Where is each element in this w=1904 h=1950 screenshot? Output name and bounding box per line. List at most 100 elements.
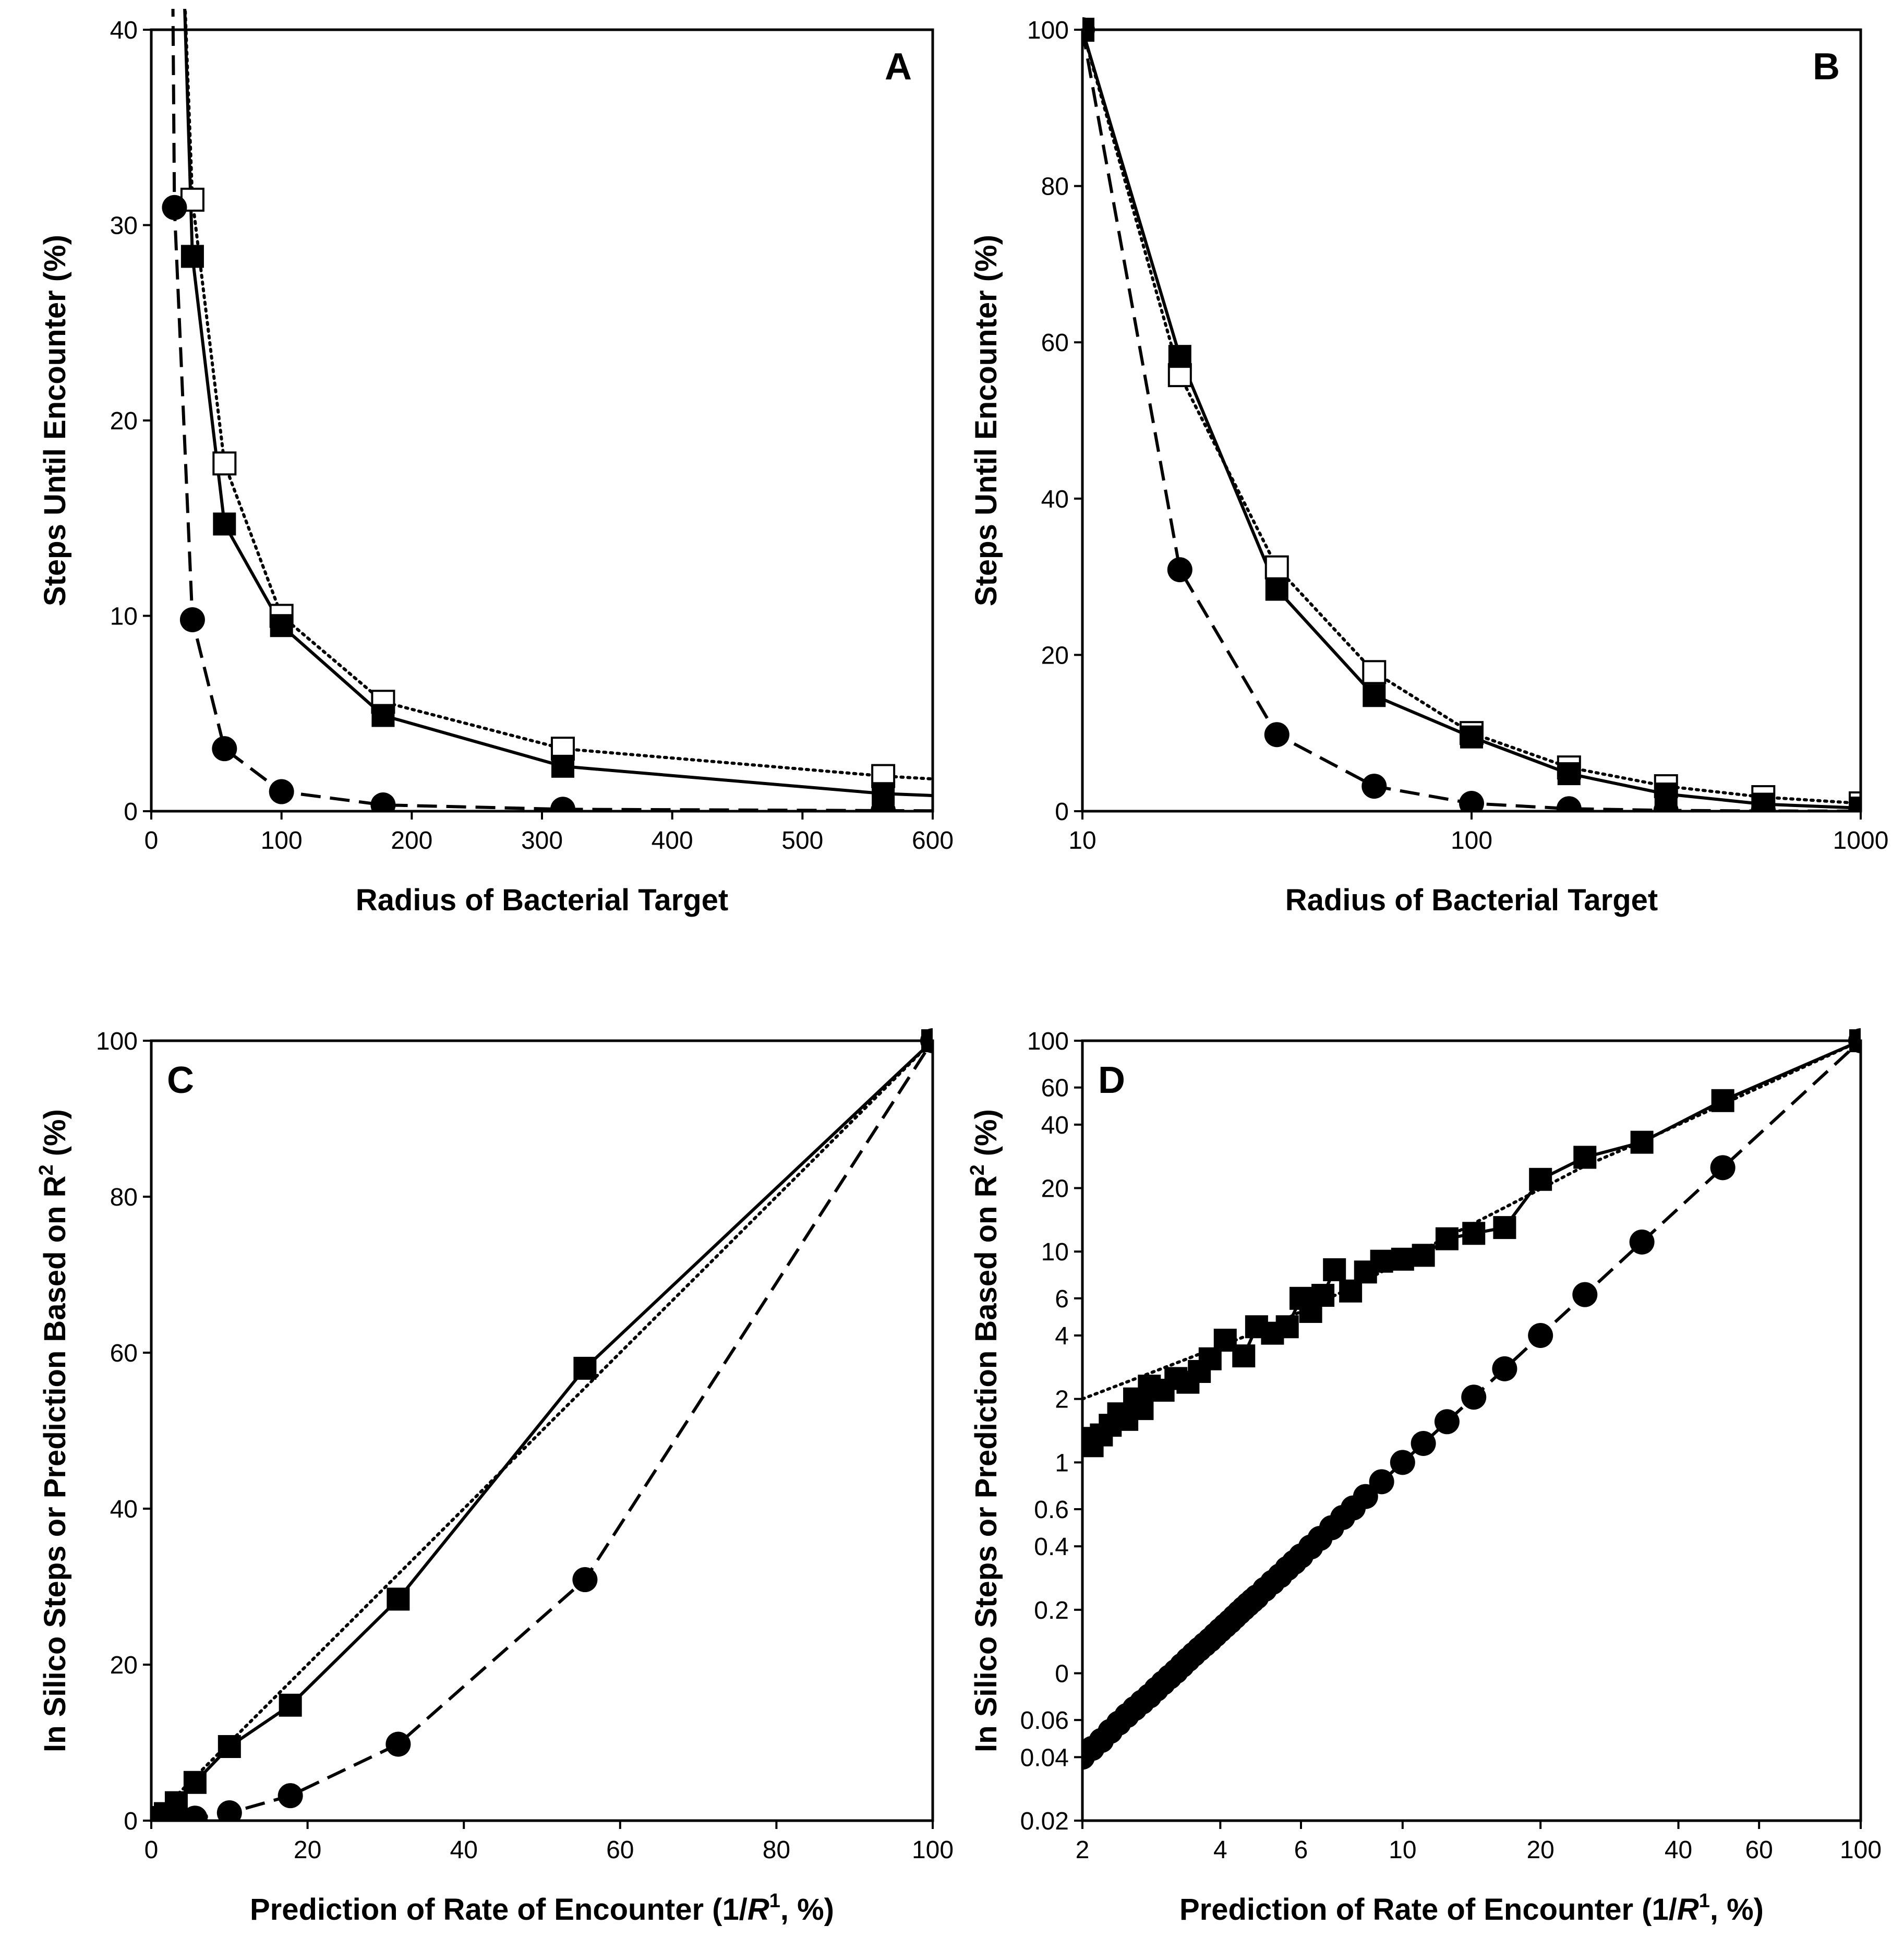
- y-tick-label: 100: [1027, 17, 1069, 44]
- series-markers: [1082, 17, 1861, 811]
- data-point-s2-6: [1653, 798, 1679, 811]
- panel-a: 0 100 200 300 400 500 600 0 10 20 30 40 A Radius of B…: [38, 9, 954, 917]
- data-point-s0-2: [212, 451, 237, 476]
- plot-frame: [150, 1039, 934, 1822]
- series-line-1-solid: [183, 9, 933, 797]
- y-axis-label-sup: 2: [35, 1164, 57, 1175]
- x-axis-label-sup: 1: [1699, 1890, 1710, 1912]
- x-axis-label-tail: , %): [780, 1893, 834, 1927]
- y-axis-label: In Silico Steps or Prediction Based on R…: [967, 1109, 1003, 1752]
- data-point-s2-40: [1353, 1484, 1378, 1509]
- panel-letter: A: [885, 46, 912, 88]
- data-point-s1-3: [270, 614, 293, 637]
- data-point-s2-1: [1167, 557, 1192, 583]
- plot-frame: [1081, 1039, 1862, 1822]
- y-tick-label: 1: [1055, 1449, 1069, 1477]
- panel-letter: C: [167, 1060, 194, 1101]
- x-tick-label: 200: [391, 827, 432, 854]
- y-axis-label: Steps Until Encounter (%): [38, 235, 72, 606]
- data-point-s2-5: [1556, 796, 1582, 811]
- data-point-s1-6: [387, 1587, 410, 1611]
- series-lines: [171, 9, 933, 811]
- data-point-s2-8: [1848, 798, 1861, 811]
- data-point-s1-4: [371, 704, 395, 727]
- y-axis-label: Steps Until Encounter (%): [969, 235, 1003, 606]
- y-tick-label: 20: [1041, 642, 1069, 669]
- y-tick-label: 0: [124, 1808, 138, 1835]
- x-tick-label: 40: [1665, 1836, 1692, 1864]
- data-point-s2-47: [1528, 1323, 1553, 1349]
- y-tick-label: 4: [1055, 1322, 1069, 1350]
- plot-frame: [1081, 28, 1862, 813]
- data-point-s0-3: [1362, 660, 1387, 684]
- x-tick-label: 60: [1745, 1836, 1773, 1864]
- y-tick-label: 0: [1055, 798, 1069, 826]
- data-point-s2-2: [179, 607, 205, 632]
- data-point-s1-21: [1311, 1284, 1335, 1307]
- data-point-s2-2: [1264, 722, 1290, 748]
- panel-letter: D: [1098, 1060, 1125, 1101]
- y-tick-label: 6: [1055, 1285, 1069, 1313]
- y-tick-label: 80: [1041, 173, 1069, 201]
- data-point-s1-15: [1232, 1344, 1256, 1368]
- y-axis-label-tail: (%): [969, 1109, 1003, 1164]
- series-line-0-dotted: [183, 9, 933, 781]
- y-tick-label: 60: [110, 1340, 138, 1367]
- data-point-s1-31: [1529, 1167, 1552, 1191]
- y-axis-label-text: In Silico Steps or Prediction Based on R: [969, 1176, 1003, 1752]
- y-axis-label: In Silico Steps or Prediction Based on R…: [35, 1109, 72, 1752]
- data-point-s2-45: [1461, 1385, 1487, 1410]
- data-point-s1-2: [1265, 577, 1288, 601]
- y-tick-label: 40: [1041, 1112, 1069, 1139]
- x-axis-label: Radius of Bacterial Target: [1285, 883, 1658, 917]
- x-axis-label: Prediction of Rate of Encounter (1/R1, %…: [250, 1890, 834, 1927]
- x-axis-label: Prediction of Rate of Encounter (1/R1, %…: [1179, 1890, 1764, 1927]
- data-point-s2-6: [550, 797, 575, 811]
- x-tick-label: 40: [450, 1836, 478, 1864]
- y-axis-label-text: In Silico Steps or Prediction Based on R: [38, 1176, 72, 1752]
- x-tick-label: 80: [763, 1836, 790, 1864]
- y-tick-label: 0.06: [1020, 1707, 1069, 1735]
- x-tick-label: 0: [144, 1836, 159, 1864]
- y-axis-label-sup: 2: [967, 1164, 989, 1175]
- x-tick-label: 0: [144, 827, 159, 854]
- y-tick-label: 0.2: [1034, 1597, 1069, 1624]
- series-markers: [151, 1028, 933, 1821]
- series-markers: [1082, 1028, 1861, 1770]
- data-point-s1-32: [1573, 1146, 1597, 1169]
- series-lines: [158, 1039, 933, 1821]
- x-tick-label: 100: [261, 827, 303, 854]
- x-axis-label-text: Prediction of Rate of Encounter (1/: [250, 1893, 748, 1927]
- data-point-s1-34: [1711, 1089, 1734, 1112]
- data-point-s2-6: [385, 1731, 411, 1757]
- data-point-s2-41: [1369, 1469, 1394, 1495]
- data-point-s1-28: [1435, 1227, 1459, 1250]
- panel-letter: B: [1813, 46, 1840, 88]
- x-tick-label: 500: [781, 827, 823, 854]
- data-point-s2-46: [1492, 1356, 1517, 1381]
- data-point-s1-22: [1323, 1258, 1346, 1282]
- series-lines: [1082, 28, 1861, 811]
- data-point-s2-42: [1390, 1450, 1415, 1475]
- y-tick-label: 60: [1041, 329, 1069, 357]
- y-tick-label: 100: [1027, 1028, 1069, 1055]
- plot-frame: [150, 28, 934, 813]
- y-tick-label: 0: [124, 798, 138, 826]
- x-tick-label: 100: [912, 1836, 954, 1864]
- data-point-s2-3: [1361, 774, 1387, 799]
- y-tick-label: 20: [1041, 1175, 1069, 1203]
- data-point-s1-18: [1275, 1315, 1299, 1339]
- data-point-s1-2: [213, 512, 236, 536]
- series-line-2-dashed: [1082, 29, 1861, 811]
- data-point-s1-29: [1462, 1222, 1486, 1245]
- data-point-s2-3: [182, 1805, 208, 1821]
- data-point-s2-3: [212, 736, 237, 762]
- series-line-2-dashed: [171, 9, 933, 811]
- y-tick-label: 20: [110, 407, 138, 435]
- data-point-s2-2: [163, 1807, 189, 1821]
- x-tick-label: 100: [1840, 1836, 1882, 1864]
- data-point-s1-3: [1363, 684, 1386, 707]
- x-tick-label: 400: [652, 827, 693, 854]
- x-axis-label: Radius of Bacterial Target: [356, 883, 728, 917]
